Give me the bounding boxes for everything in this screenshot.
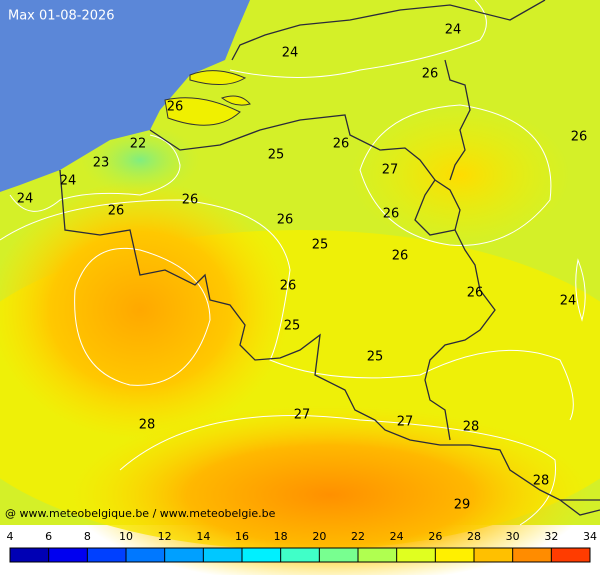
colorbar-tick-label: 30 <box>506 530 520 543</box>
temperature-label: 27 <box>397 415 414 430</box>
temperature-label: 24 <box>560 294 577 309</box>
colorbar-tick-label: 6 <box>45 530 52 543</box>
colorbar-tick-label: 12 <box>158 530 172 543</box>
temperature-label: 25 <box>367 350 384 365</box>
temperature-label: 26 <box>392 249 409 264</box>
colorbar-segment <box>48 548 88 562</box>
colorbar-tick-label: 10 <box>119 530 133 543</box>
colorbar-tick-label: 24 <box>390 530 404 543</box>
temperature-label: 24 <box>17 192 34 207</box>
temperature-label: 28 <box>533 474 550 489</box>
temperature-label: 24 <box>282 46 299 61</box>
temperature-label: 23 <box>93 156 110 171</box>
colorbar-tick-label: 22 <box>351 530 365 543</box>
colorbar-tick-label: 18 <box>274 530 288 543</box>
temperature-label: 26 <box>108 204 125 219</box>
colorbar-tick-label: 26 <box>428 530 442 543</box>
temperature-label: 26 <box>383 207 400 222</box>
colorbar-segment <box>358 548 397 562</box>
temperature-label: 26 <box>571 130 588 145</box>
temperature-label: 26 <box>277 213 294 228</box>
colorbar-tick-label: 16 <box>235 530 249 543</box>
temperature-label: 25 <box>268 148 285 163</box>
colorbar-segment <box>164 548 204 562</box>
colorbar-segment <box>512 548 552 562</box>
colorbar-segment <box>242 548 281 562</box>
temperature-label: 28 <box>139 418 156 433</box>
temperature-label: 24 <box>60 174 77 189</box>
colorbar-tick-label: 20 <box>312 530 326 543</box>
colorbar-segment <box>10 548 49 562</box>
colorbar-segment <box>396 548 436 562</box>
temperature-label: 24 <box>445 23 462 38</box>
map-labels: 24 24 26 26 22 23 24 24 26 26 25 26 27 26 26 25 26 26 26 24… <box>17 23 588 513</box>
colorbar-segment <box>319 548 358 562</box>
temperature-label: 25 <box>284 319 301 334</box>
temperature-label: 29 <box>454 498 471 513</box>
colorbar-segment <box>126 548 165 562</box>
title: Max 01-08-2026 <box>8 9 115 24</box>
colorbar-frame <box>9 547 591 563</box>
temperature-label: 27 <box>294 408 311 423</box>
credit: @ www.meteobelgique.be / www.meteobelgie… <box>5 507 276 520</box>
temperature-label: 26 <box>167 100 184 115</box>
temperature-label: 26 <box>422 67 439 82</box>
colorbar-segment <box>280 548 320 562</box>
temperature-label: 26 <box>280 279 297 294</box>
temperature-label: 26 <box>333 137 350 152</box>
temperature-label: 26 <box>467 286 484 301</box>
colorbar-segment <box>87 548 126 562</box>
colorbar-segment <box>551 548 590 562</box>
temperature-label: 28 <box>463 420 480 435</box>
colorbar-segment <box>435 548 474 562</box>
temperature-label: 22 <box>130 137 147 152</box>
colorbar-segment <box>203 548 242 562</box>
temperature-label: 25 <box>312 238 329 253</box>
colorbar-tick-label: 32 <box>544 530 558 543</box>
colorbar-tick-label: 34 <box>583 530 597 543</box>
colorbar-tick-label: 14 <box>196 530 210 543</box>
colorbar-segment <box>474 548 513 562</box>
colorbar-tick-label: 28 <box>467 530 481 543</box>
temperature-label: 27 <box>382 163 399 178</box>
colorbar: 4 6 8 10 12 14 16 18 20 22 24 26 28 30 32 34 <box>7 530 597 563</box>
temperature-label: 26 <box>182 193 199 208</box>
colorbar-tick-label: 4 <box>7 530 14 543</box>
colorbar-tick-label: 8 <box>84 530 91 543</box>
